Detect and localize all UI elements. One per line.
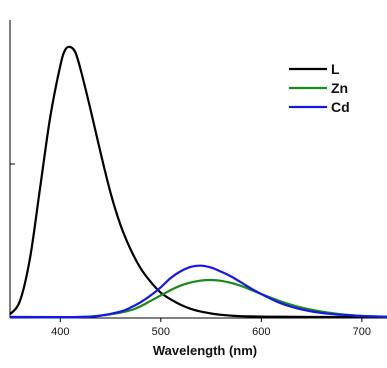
legend-label-l: L bbox=[331, 61, 340, 77]
legend-label-cd: Cd bbox=[331, 99, 350, 115]
series-line-cd bbox=[9, 264, 387, 319]
legend: L Zn Cd bbox=[289, 61, 350, 115]
x-tick-label: 600 bbox=[252, 326, 270, 338]
x-axis-title: Wavelength (nm) bbox=[153, 343, 257, 358]
x-ticks: 400 500 600 700 bbox=[51, 318, 371, 338]
legend-label-zn: Zn bbox=[331, 80, 348, 96]
x-tick-label: 400 bbox=[51, 326, 69, 338]
x-tick-label: 500 bbox=[152, 326, 170, 338]
series-line-zn bbox=[9, 278, 387, 319]
series-line-l bbox=[9, 45, 387, 319]
x-tick-label: 700 bbox=[353, 326, 371, 338]
series-lines bbox=[9, 45, 387, 319]
